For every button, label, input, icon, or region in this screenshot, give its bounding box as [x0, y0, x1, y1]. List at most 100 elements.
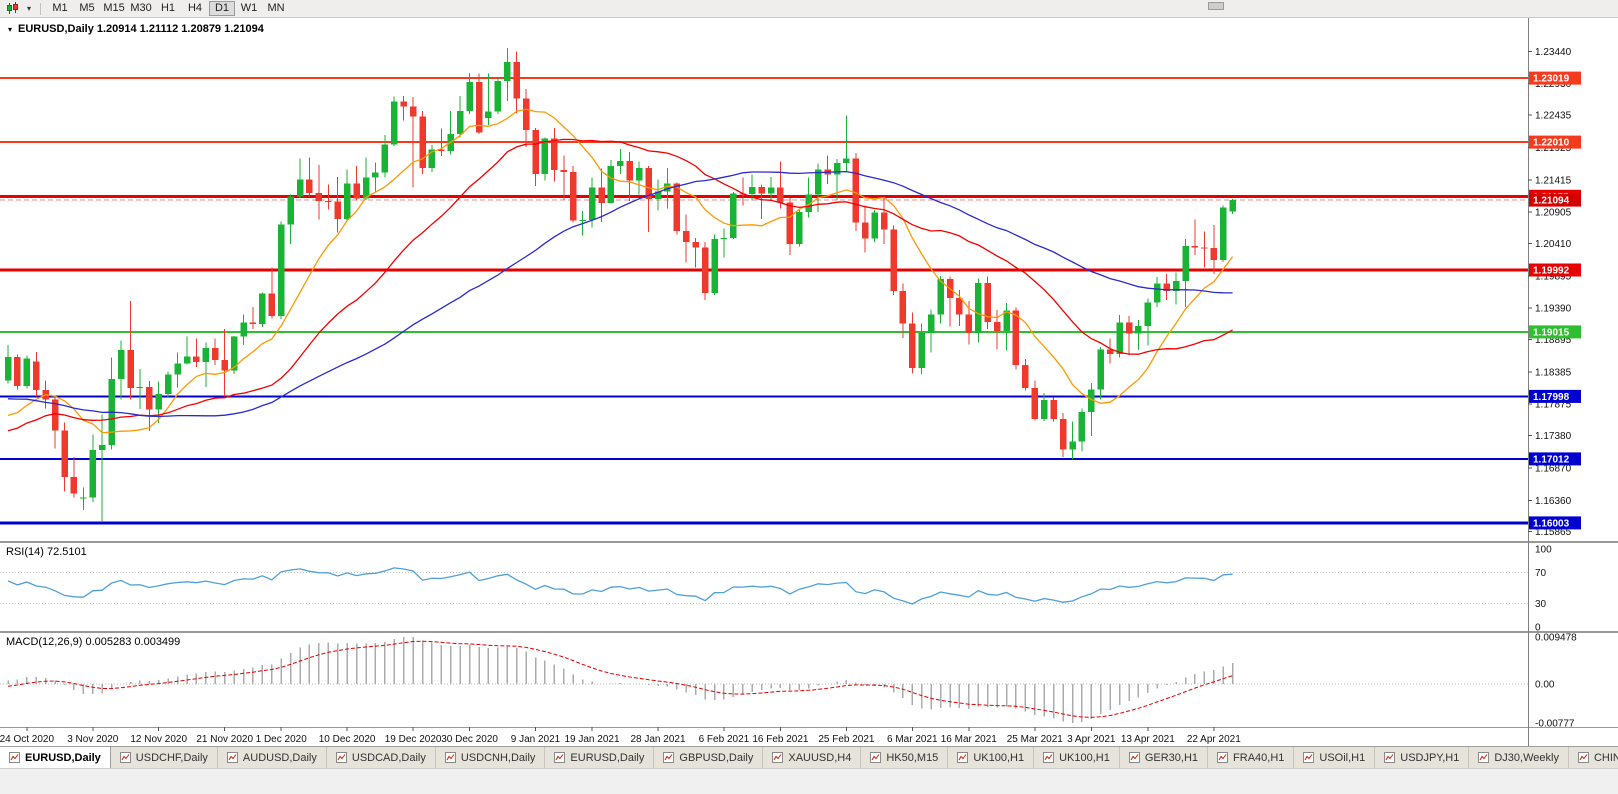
chart-tab-label: HK50,M15 — [886, 751, 939, 764]
chart-tab-label: USDCNH,Daily — [460, 751, 536, 764]
chart-tab-label: XAUUSD,H4 — [788, 751, 852, 764]
chart-tab-icon — [1478, 752, 1490, 763]
chart-tab-usdchf-daily[interactable]: USDCHF,Daily — [111, 747, 218, 768]
date-tick-label: 16 Feb 2021 — [752, 734, 809, 745]
rsi-axis-label: 100 — [1535, 545, 1552, 556]
date-tick-label: 22 Apr 2021 — [1187, 734, 1241, 745]
chart-tab-eurusd-daily[interactable]: EURUSD,Daily — [0, 747, 111, 768]
timeframe-button-m1[interactable]: M1 — [47, 1, 73, 16]
chart-tab-usdcad-daily[interactable]: USDCAD,Daily — [327, 747, 436, 768]
chart-tab-uk100-h1[interactable]: UK100,H1 — [1034, 747, 1120, 768]
chart-tab-icon — [444, 752, 456, 763]
collapse-triangle-icon[interactable]: ▾ — [8, 24, 13, 34]
timeframe-button-d1[interactable]: D1 — [209, 1, 236, 16]
toolbar: ▾ M1 M5 M15 M30 H1 H4 D1 W1 MN — [0, 0, 1618, 18]
chart-tab-hk50-m15[interactable]: HK50,M15 — [861, 747, 949, 768]
rsi-axis-label: 70 — [1535, 568, 1547, 579]
chart-tab-eurusd-daily[interactable]: EURUSD,Daily — [545, 747, 655, 768]
chart-title: ▾ EURUSD,Daily 1.20914 1.21112 1.20879 1… — [8, 23, 264, 35]
date-tick-label: 25 Feb 2021 — [818, 734, 875, 745]
date-tick-label: 21 Nov 2020 — [196, 734, 253, 745]
price-badge — [1529, 389, 1581, 403]
price-badge — [1529, 193, 1581, 207]
price-chart[interactable]: 1.234401.229301.224351.219251.214151.209… — [0, 18, 1618, 746]
timeframe-button-m5[interactable]: M5 — [74, 1, 100, 16]
chart-tab-icon — [226, 752, 238, 763]
price-badge — [1529, 452, 1581, 466]
price-tick-label: 1.18895 — [1535, 335, 1572, 346]
ma-50-line — [7, 170, 1233, 418]
macd-histogram — [7, 637, 1234, 723]
chart-tab-icon — [9, 752, 20, 763]
price-tick-label: 1.20410 — [1535, 239, 1572, 250]
chart-tab-xauusd-h4[interactable]: XAUUSD,H4 — [763, 747, 862, 768]
chart-tab-dj30-weekly[interactable]: DJ30,Weekly — [1469, 747, 1569, 768]
price-tick-label: 1.19895 — [1535, 272, 1572, 283]
timeframe-button-h4[interactable]: H4 — [182, 1, 208, 16]
date-tick-label: 12 Nov 2020 — [130, 734, 187, 745]
timeframe-button-m30[interactable]: M30 — [128, 1, 154, 16]
chart-tab-icon — [554, 752, 566, 763]
chart-tab-icon — [663, 752, 675, 763]
timeframe-button-h1[interactable]: H1 — [155, 1, 181, 16]
chart-tab-usdcnh-daily[interactable]: USDCNH,Daily — [436, 747, 546, 768]
price-tick-label: 1.20905 — [1535, 208, 1572, 219]
macd-axis-label: 0.009478 — [1535, 633, 1577, 644]
date-tick-label: 24 Oct 2020 — [0, 734, 54, 745]
chart-tab-usoil-h1[interactable]: USOil,H1 — [1294, 747, 1376, 768]
status-bar — [0, 768, 1618, 794]
chart-tab-label: UK100,H1 — [1059, 751, 1110, 764]
timeframe-button-mn[interactable]: MN — [263, 1, 289, 16]
chart-tab-usdjpy-h1[interactable]: USDJPY,H1 — [1375, 747, 1470, 768]
time-axis[interactable] — [0, 727, 1528, 746]
price-badge — [1529, 325, 1581, 339]
toolbar-separator — [40, 2, 42, 15]
time-axis-labels: 24 Oct 2020 3 Nov 2020 12 Nov 2020 21 Nov 2… — [0, 727, 1241, 745]
chart-title-text: EURUSD,Daily 1.20914 1.21112 1.20879 1.2… — [18, 23, 264, 35]
price-tick-label: 1.22435 — [1535, 111, 1572, 122]
chart-tab-label: DJ30,Weekly — [1494, 751, 1559, 764]
chart-tab-icon — [1043, 752, 1055, 763]
ma-10-line — [7, 108, 1234, 434]
macd-axis-label: -0.00777 — [1535, 719, 1575, 730]
chart-tab-uk100-h1[interactable]: UK100,H1 — [948, 747, 1035, 768]
horizontal-level-lines — [0, 77, 1528, 525]
date-tick-label: 3 Nov 2020 — [67, 734, 119, 745]
chart-tab-audusd-daily[interactable]: AUDUSD,Daily — [218, 747, 327, 768]
price-tick-label: 1.23440 — [1535, 47, 1572, 58]
macd-signal-line — [7, 640, 1233, 718]
price-badge — [1529, 516, 1581, 530]
price-tick-label: 1.16870 — [1535, 463, 1572, 474]
date-tick-label: 13 Apr 2021 — [1121, 734, 1175, 745]
rsi-line — [7, 567, 1233, 605]
ma-25-line — [7, 138, 1233, 432]
chart-tab-icon — [119, 752, 131, 763]
rsi-axis-label: 0 — [1535, 623, 1541, 634]
chart-tab-label: CHINA300,H1 — [1593, 751, 1618, 764]
chart-tab-gbpusd-daily[interactable]: GBPUSD,Daily — [654, 747, 764, 768]
date-tick-label: 16 Mar 2021 — [941, 734, 998, 745]
chart-tab-fra40-h1[interactable]: FRA40,H1 — [1208, 747, 1295, 768]
chart-tab-icon — [1577, 752, 1589, 763]
price-tick-label: 1.17875 — [1535, 400, 1572, 411]
chart-tab-icon — [1128, 752, 1140, 763]
chart-tab-label: USDJPY,H1 — [1400, 751, 1460, 764]
chart-type-caret-icon[interactable]: ▾ — [27, 4, 32, 13]
date-tick-label: 1 Dec 2020 — [256, 734, 308, 745]
date-tick-label: 3 Apr 2021 — [1067, 734, 1116, 745]
timeframe-button-w1[interactable]: W1 — [236, 1, 262, 16]
chart-tab-ger30-h1[interactable]: GER30,H1 — [1120, 747, 1209, 768]
price-tick-label: 1.19390 — [1535, 304, 1572, 315]
timeframe-button-m15[interactable]: M15 — [101, 1, 127, 16]
price-badge — [1529, 263, 1581, 277]
chart-tab-bar: EURUSD,Daily USDCHF,Daily AUDUSD,Daily USDC… — [0, 746, 1618, 768]
price-badge-text: 1.19992 — [1533, 266, 1570, 277]
price-badge-text: 1.17998 — [1533, 392, 1570, 403]
price-tick-label: 1.21415 — [1535, 175, 1572, 186]
chart-tab-label: UK100,H1 — [973, 751, 1025, 764]
chart-type-button[interactable] — [4, 2, 22, 15]
chart-scrollbar-thumb[interactable] — [1208, 2, 1224, 10]
chart-tab-china300-h1[interactable]: CHINA300,H1 — [1569, 747, 1618, 768]
price-badge-text: 1.23019 — [1533, 74, 1570, 85]
rsi-indicator-label: RSI(14) 72.5101 — [6, 546, 87, 558]
